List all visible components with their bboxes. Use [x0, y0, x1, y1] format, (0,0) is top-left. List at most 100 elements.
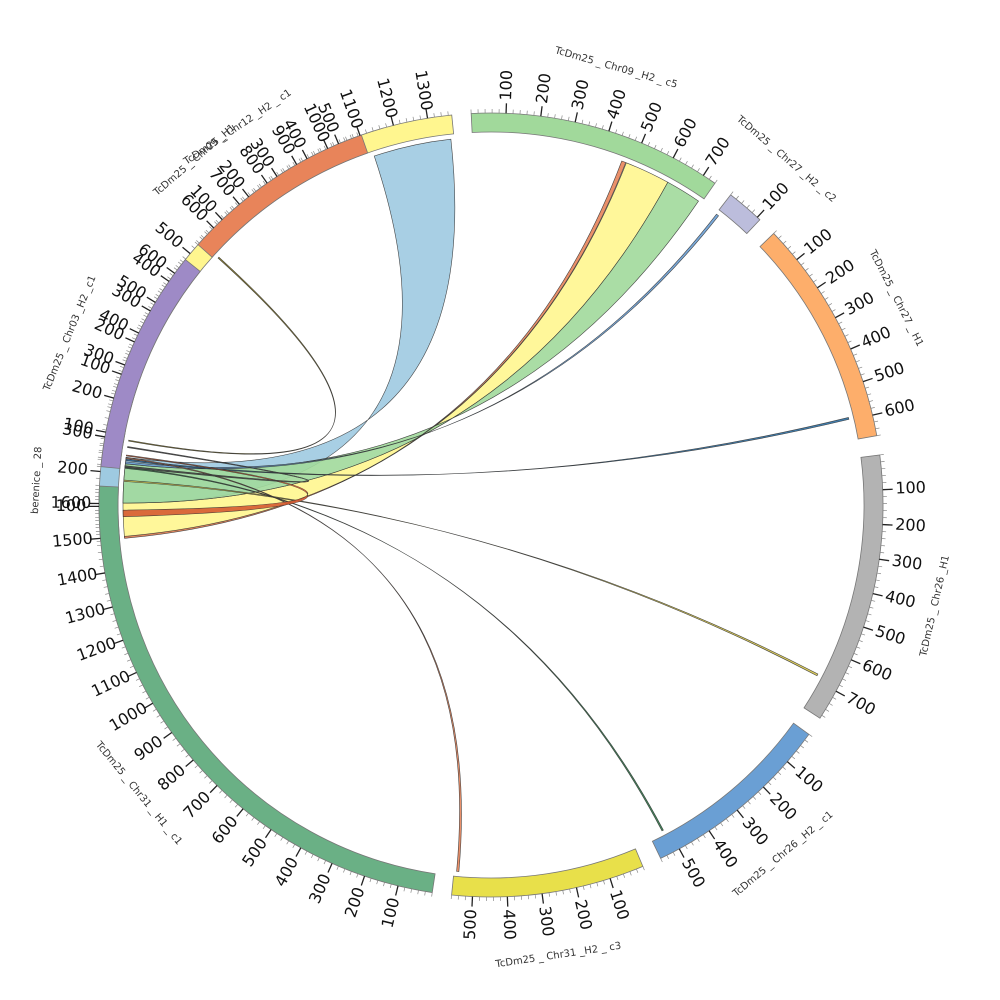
minor-tick-chr09h1 [113, 385, 118, 388]
major-tick-chr03h2c1-500 [146, 296, 156, 303]
minor-tick-chr03h2c1 [159, 288, 164, 291]
segments-layer [98, 112, 884, 898]
minor-tick-chr31h1c1 [105, 593, 110, 595]
major-tick-chr26h1-500 [863, 626, 874, 631]
minor-tick-chr26h2c1 [666, 855, 669, 860]
minor-tick-chr09h1 [150, 302, 155, 306]
minor-tick-chr03h2c1 [99, 444, 104, 447]
minor-tick-chr09h1 [231, 205, 235, 210]
minor-tick-chr09h1 [306, 154, 310, 159]
minor-tick-chr31h1c1 [124, 652, 129, 656]
minor-tick-chr09h1 [109, 399, 114, 402]
minor-tick-chr12h2c1 [356, 132, 359, 137]
minor-tick-chr03h2c1 [148, 306, 153, 309]
minor-tick-chr27h1 [847, 340, 852, 343]
minor-tick-chr09h2c5 [714, 179, 718, 184]
minor-tick-chr09h1 [398, 119, 401, 124]
tick-label-chr31h2c3-400: 400 [499, 909, 519, 940]
minor-tick-chr31h2c3 [636, 868, 639, 873]
minor-tick-chr31h1c1 [185, 754, 190, 758]
major-tick-chr12h2c1-400 [301, 149, 308, 160]
minor-tick-chr09h1 [140, 320, 144, 324]
minor-tick-chr26h1 [875, 579, 880, 582]
minor-tick-chr31h1c1 [257, 821, 260, 825]
minor-tick-chr09h1 [107, 406, 112, 408]
tick-label-chr26h1-200: 200 [895, 515, 926, 536]
minor-tick-chr03h2c1 [179, 259, 184, 263]
minor-tick-chr27h1 [828, 303, 833, 306]
minor-tick-chr09h1 [371, 127, 374, 132]
minor-tick-chr09h2c5 [708, 175, 712, 180]
minor-tick-chr26h1 [839, 684, 843, 688]
minor-tick-chr31h1c1 [383, 882, 385, 887]
minor-tick-chr27h1 [860, 373, 865, 376]
major-tick-chr09h1-800 [260, 174, 268, 184]
minor-tick-chr27h1 [865, 386, 870, 389]
minor-tick-chr26h1 [871, 600, 876, 602]
minor-tick-chr31h1c1 [102, 579, 107, 581]
tick-label-chr31h2c3-200: 200 [571, 898, 596, 932]
minor-tick-chr26h2c1 [731, 814, 735, 818]
minor-tick-chr26h2c1 [691, 841, 694, 846]
tick-label-chr31h2c3-300: 300 [535, 905, 558, 938]
minor-tick-chr09h1 [182, 256, 186, 260]
segment-chr31h2c3[interactable] [451, 848, 644, 898]
minor-tick-chr31h1c1 [262, 825, 266, 830]
minor-tick-chr09h1 [276, 171, 280, 176]
minor-tick-chr09h2c5 [615, 129, 618, 134]
major-tick-chr31h2c3-100 [609, 878, 614, 889]
major-tick-chr31h1c1-1400 [94, 572, 106, 576]
segment-chr12h2c1[interactable] [197, 134, 369, 258]
minor-tick-chr03h2c1 [103, 424, 108, 426]
tick-label-chr26h1-100: 100 [895, 477, 926, 497]
minor-tick-chr12h2c1 [224, 211, 228, 216]
major-tick-berenice-300 [94, 434, 106, 438]
minor-tick-chr31h1c1 [129, 665, 134, 669]
segment-chr31h1c1[interactable] [98, 485, 436, 894]
tick-label-chr09h2c5-700: 700 [701, 133, 734, 169]
minor-tick-chr03h2c1 [104, 417, 109, 419]
tick-label-chr26h2c1-500: 500 [678, 855, 709, 891]
minor-tick-chr12h2c1 [262, 180, 266, 185]
minor-tick-chr09h2c5 [554, 114, 556, 119]
segment-chr27h2c2[interactable] [718, 194, 761, 235]
minor-tick-chr26h1 [878, 565, 883, 568]
tick-label-chr27h1-200: 200 [822, 255, 858, 288]
minor-tick-chr09h1 [332, 141, 335, 146]
minor-tick-chr26h1 [876, 572, 882, 575]
minor-tick-chr26h2c1 [672, 851, 676, 856]
link-berenice-chr09h2c5-3 [124, 160, 627, 539]
minor-tick-chr31h1c1 [145, 696, 150, 700]
minor-tick-chr03h2c1 [111, 389, 116, 392]
minor-tick-chr03h2c1 [163, 282, 167, 286]
major-tick-chr09h1-300 [141, 305, 151, 312]
minor-tick-chr26h1 [828, 703, 833, 706]
minor-tick-chr26h2c1 [702, 834, 706, 839]
minor-tick-chr26h1 [879, 454, 884, 456]
minor-tick-chr09h1 [200, 234, 205, 239]
segment-chr03h2c1[interactable] [100, 258, 201, 469]
tick-label-chr26h2c1-100: 100 [791, 762, 827, 796]
major-tick-chr27h1-300 [835, 312, 845, 319]
minor-tick-chr26h2c1 [804, 739, 809, 743]
minor-tick-chr09h1 [288, 164, 291, 169]
major-tick-chr03h2c1-400 [129, 328, 140, 334]
minor-tick-chr26h2c1 [725, 818, 729, 823]
minor-tick-chr12h2c1 [298, 158, 302, 163]
segment-chr26h2c1[interactable] [651, 722, 810, 859]
segment-label-berenice: berenice _ 28 [30, 446, 45, 514]
minor-tick-chr31h2c3 [629, 871, 632, 876]
minor-tick-chr31h1c1 [431, 892, 433, 897]
minor-tick-chr03h2c1 [155, 294, 160, 297]
minor-tick-chr26h1 [867, 613, 872, 616]
minor-tick-chr31h1c1 [121, 646, 126, 649]
minor-tick-chr31h1c1 [356, 873, 359, 878]
minor-tick-chr31h1c1 [98, 558, 103, 561]
tick-label-chr31h1c1-1600: 1600 [51, 493, 92, 512]
tick-label-chr03h2c1-200: 200 [70, 376, 105, 403]
minor-tick-chr26h1 [845, 672, 850, 675]
segment-chr26h1[interactable] [803, 454, 884, 719]
segment-chr27h1[interactable] [759, 232, 878, 440]
minor-tick-chr31h1c1 [323, 860, 327, 865]
segment-chr09h2c5[interactable] [470, 112, 716, 200]
